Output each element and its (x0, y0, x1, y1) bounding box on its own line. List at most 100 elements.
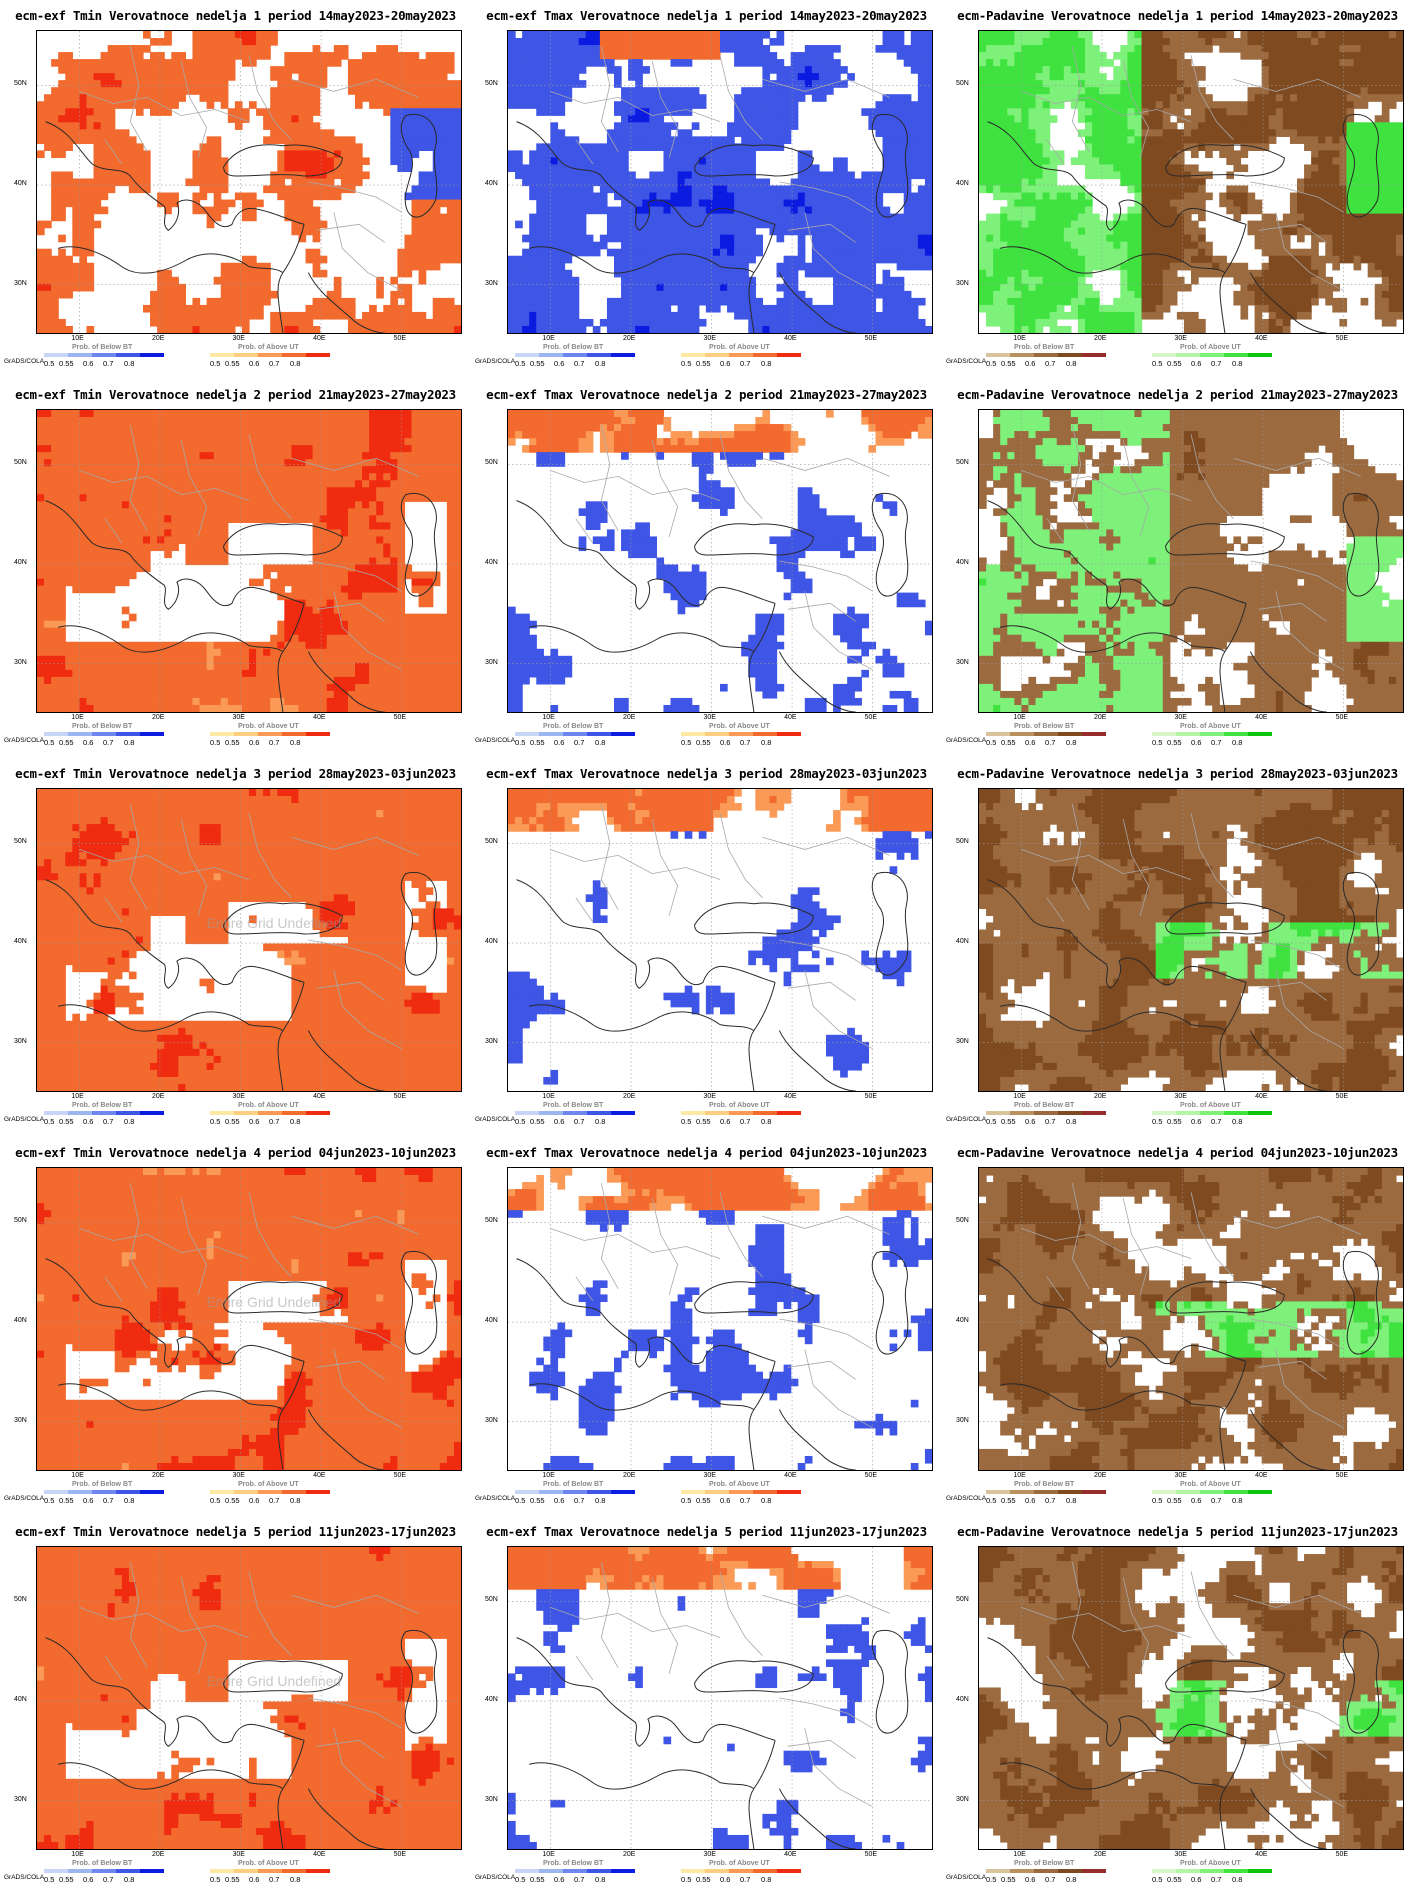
probability-cell (1226, 108, 1234, 116)
probability-cell (790, 185, 799, 194)
probability-cell (875, 206, 884, 215)
probability-cell (355, 73, 363, 81)
probability-cell (924, 73, 932, 81)
probability-cell (135, 73, 144, 81)
probability-cell (220, 304, 229, 313)
probability-cell (1254, 199, 1263, 208)
probability-cell (986, 136, 994, 144)
probability-cell (720, 227, 728, 236)
probability-cell (185, 318, 194, 327)
probability-cell (107, 94, 116, 102)
probability-cell (621, 304, 629, 313)
probability-cell (1000, 59, 1008, 67)
probability-cell (333, 171, 342, 180)
probability-cell (93, 87, 102, 95)
probability-cell (1395, 171, 1403, 180)
probability-cell (1162, 255, 1171, 264)
probability-cell (1077, 227, 1086, 236)
probability-cell (1077, 45, 1086, 53)
probability-cell (804, 311, 813, 320)
probability-cell (783, 115, 792, 123)
probability-cell (1007, 171, 1015, 180)
probability-cell (903, 248, 912, 257)
probability-cell (192, 311, 201, 320)
probability-cell (411, 241, 420, 250)
probability-cell (1325, 52, 1333, 60)
probability-cell (592, 248, 601, 257)
probability-cell (875, 248, 884, 257)
probability-cell (712, 38, 721, 46)
probability-cell (79, 255, 88, 264)
probability-cell (432, 297, 441, 306)
probability-cell (705, 136, 714, 144)
probability-cell (86, 80, 95, 88)
probability-cell (635, 283, 643, 292)
probability-cell (684, 318, 693, 327)
probability-cell (1000, 150, 1008, 159)
probability-cell (1141, 45, 1150, 53)
color-swatch (539, 353, 563, 357)
probability-cell (1155, 185, 1164, 194)
probability-cell (199, 94, 208, 102)
probability-cell (249, 262, 257, 271)
probability-cell (1183, 185, 1192, 194)
probability-cell (143, 304, 151, 313)
probability-cell (522, 38, 530, 46)
probability-cell (150, 73, 158, 81)
probability-cell (277, 73, 285, 81)
probability-cell (649, 199, 657, 208)
probability-cell (571, 248, 580, 257)
probability-cell (1113, 157, 1121, 166)
probability-cell (599, 171, 608, 180)
probability-cell (818, 248, 827, 257)
probability-cell (86, 227, 95, 236)
probability-cell (44, 94, 52, 102)
probability-cell (790, 206, 799, 215)
probability-cell (390, 318, 398, 327)
probability-cell (150, 94, 158, 102)
probability-cell (833, 290, 841, 299)
probability-cell (1176, 227, 1185, 236)
probability-cell (199, 304, 208, 313)
probability-cell (100, 115, 109, 123)
probability-cell (1134, 66, 1143, 74)
probability-cell (642, 220, 650, 229)
probability-cell (1042, 52, 1051, 60)
probability-cell (291, 136, 300, 144)
probability-cell (319, 164, 328, 173)
probability-cell (663, 199, 672, 208)
probability-cell (1289, 220, 1298, 229)
probability-cell (917, 171, 926, 180)
probability-cell (1240, 150, 1249, 159)
probability-cell (903, 297, 912, 306)
probability-cell (185, 87, 194, 95)
probability-cell (213, 199, 222, 208)
probability-cell (1205, 136, 1213, 144)
probability-cell (826, 325, 834, 333)
probability-cell (397, 157, 406, 166)
probability-cell (383, 66, 391, 74)
probability-cell (1035, 122, 1044, 130)
probability-cell (1268, 31, 1277, 39)
probability-cell (628, 185, 636, 194)
probability-cell (599, 150, 608, 159)
probability-cell (840, 157, 848, 166)
probability-cell (1035, 108, 1044, 116)
probability-cell (355, 150, 363, 159)
probability-cell (340, 45, 349, 53)
probability-cell (1120, 227, 1128, 236)
probability-cell (670, 248, 679, 257)
probability-cell (143, 101, 151, 109)
probability-cell (1374, 87, 1383, 95)
probability-cell (847, 269, 855, 278)
probability-cell (390, 115, 398, 123)
legend-tick-label: 0.55 (530, 359, 545, 368)
probability-cell (734, 269, 742, 278)
probability-cell (1233, 101, 1242, 109)
probability-cell (564, 255, 573, 264)
probability-cell (1332, 45, 1340, 53)
probability-cell (114, 164, 123, 173)
probability-cells (979, 31, 1403, 333)
probability-cell (65, 178, 73, 187)
probability-cell (543, 199, 551, 208)
